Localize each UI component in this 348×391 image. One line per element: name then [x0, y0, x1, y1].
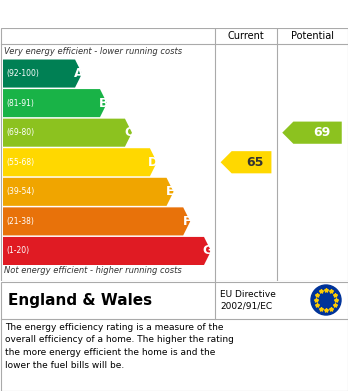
Text: (21-38): (21-38): [6, 217, 34, 226]
Text: The energy efficiency rating is a measure of the
overall efficiency of a home. T: The energy efficiency rating is a measur…: [5, 323, 234, 369]
Polygon shape: [282, 122, 342, 144]
Text: E: E: [166, 185, 174, 198]
Polygon shape: [221, 151, 271, 173]
Text: D: D: [148, 156, 159, 169]
Text: B: B: [99, 97, 108, 109]
Text: G: G: [203, 244, 213, 257]
Polygon shape: [3, 207, 190, 235]
Text: A: A: [74, 67, 84, 80]
Text: (1-20): (1-20): [6, 246, 29, 255]
Polygon shape: [3, 178, 174, 206]
Text: 69: 69: [313, 126, 331, 139]
Polygon shape: [3, 148, 157, 176]
Text: (39-54): (39-54): [6, 187, 34, 196]
Text: Very energy efficient - lower running costs: Very energy efficient - lower running co…: [4, 47, 182, 56]
Polygon shape: [3, 118, 132, 147]
Polygon shape: [3, 89, 107, 117]
Text: C: C: [124, 126, 133, 139]
Text: EU Directive
2002/91/EC: EU Directive 2002/91/EC: [220, 290, 276, 310]
Text: England & Wales: England & Wales: [8, 292, 152, 307]
Text: (55-68): (55-68): [6, 158, 34, 167]
Polygon shape: [3, 59, 82, 88]
Text: Not energy efficient - higher running costs: Not energy efficient - higher running co…: [4, 266, 182, 275]
Text: Potential: Potential: [291, 31, 333, 41]
Text: (92-100): (92-100): [6, 69, 39, 78]
Circle shape: [311, 285, 341, 315]
Polygon shape: [3, 237, 211, 265]
Text: 65: 65: [246, 156, 263, 169]
Text: Energy Efficiency Rating: Energy Efficiency Rating: [6, 7, 216, 22]
Text: F: F: [182, 215, 191, 228]
Text: (69-80): (69-80): [6, 128, 34, 137]
Text: (81-91): (81-91): [6, 99, 34, 108]
Text: Current: Current: [228, 31, 264, 41]
